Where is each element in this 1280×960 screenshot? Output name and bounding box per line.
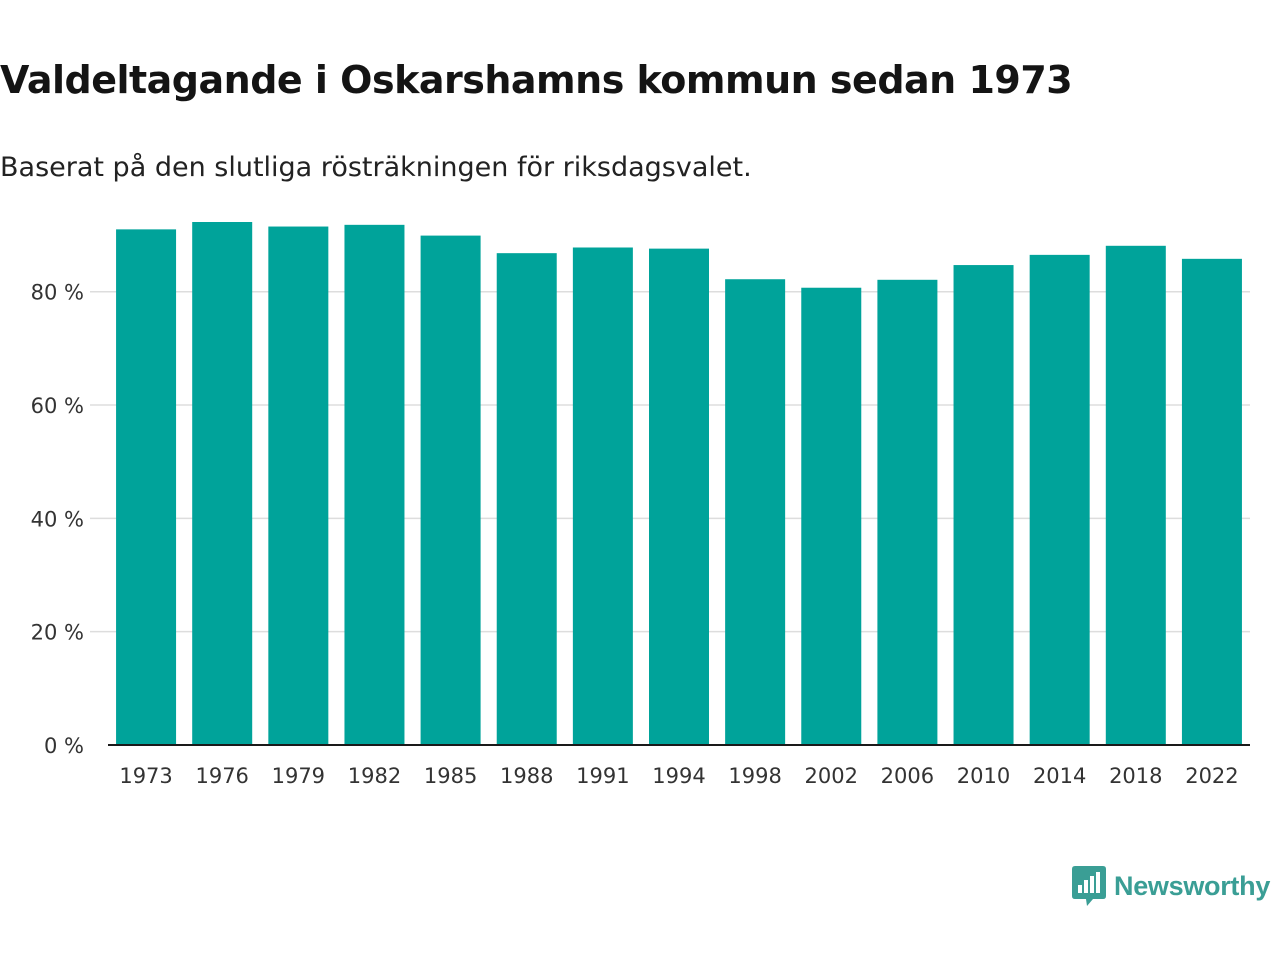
- bar-1994[interactable]: [649, 248, 709, 745]
- x-tick-label: 1979: [272, 764, 325, 788]
- bars: [116, 222, 1242, 746]
- y-tick-label: 0 %: [44, 734, 84, 758]
- x-tick-label: 2014: [1033, 764, 1086, 788]
- y-tick-label: 40 %: [31, 507, 84, 531]
- bar-2006[interactable]: [877, 279, 938, 745]
- bar-1988[interactable]: [496, 253, 557, 745]
- bar-2002[interactable]: [801, 287, 862, 745]
- bar-2018[interactable]: [1105, 245, 1166, 746]
- x-tick-label: 1988: [500, 764, 553, 788]
- x-tick-label: 2018: [1109, 764, 1162, 788]
- y-axis-labels: 0 % 20 % 40 % 60 % 80 %: [31, 281, 84, 758]
- bar-1998[interactable]: [725, 279, 786, 745]
- bar-2010[interactable]: [953, 265, 1014, 745]
- x-axis-labels: 1973 1976 1979 1982 1985 1988 1991 1994 1998 2002…: [119, 764, 1238, 788]
- newsworthy-logo: Newsworthy: [1072, 866, 1270, 906]
- x-tick-label: 1973: [119, 764, 172, 788]
- brand-name: Newsworthy: [1114, 870, 1271, 901]
- x-tick-label: 1976: [195, 764, 248, 788]
- bar-2022[interactable]: [1181, 258, 1242, 745]
- x-tick-label: 2002: [805, 764, 858, 788]
- bar-chart-speech-bubble-icon: [1072, 866, 1106, 906]
- x-tick-label: 2006: [881, 764, 934, 788]
- x-tick-label: 1991: [576, 764, 629, 788]
- bar-1991[interactable]: [572, 247, 633, 746]
- bar-1976[interactable]: [192, 222, 253, 745]
- chart-title: Valdeltagande i Oskarshamns kommun sedan…: [0, 58, 1073, 102]
- chart-subtitle: Baserat på den slutliga rösträkningen fö…: [0, 152, 752, 183]
- bar-1982[interactable]: [344, 224, 405, 746]
- bar-1985[interactable]: [420, 235, 481, 746]
- x-tick-label: 2022: [1185, 764, 1238, 788]
- y-tick-label: 60 %: [31, 394, 84, 418]
- x-tick-label: 1994: [652, 764, 705, 788]
- x-tick-label: 1998: [728, 764, 781, 788]
- bar-1973[interactable]: [116, 229, 177, 745]
- bar-1979[interactable]: [268, 226, 329, 745]
- y-tick-label: 20 %: [31, 621, 84, 645]
- bar-2014[interactable]: [1029, 254, 1090, 746]
- x-tick-label: 1985: [424, 764, 477, 788]
- x-tick-label: 2010: [957, 764, 1010, 788]
- y-tick-label: 80 %: [31, 281, 84, 305]
- x-tick-label: 1982: [348, 764, 401, 788]
